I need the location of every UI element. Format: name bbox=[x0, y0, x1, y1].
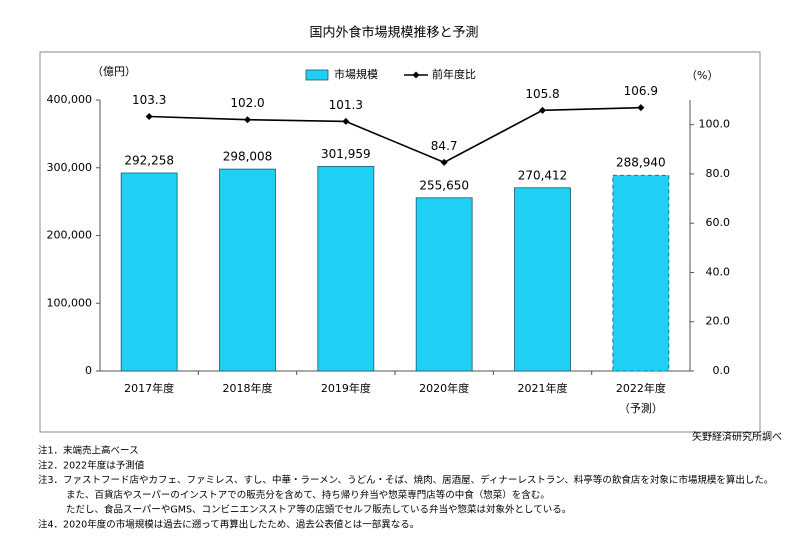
line-value-label: 103.3 bbox=[132, 93, 166, 107]
bar bbox=[514, 187, 571, 372]
y-tick-label: 200,000 bbox=[47, 229, 93, 242]
line-marker bbox=[637, 104, 645, 112]
bar bbox=[120, 172, 178, 372]
chart-title: 国内外食市場規模推移と予測 bbox=[309, 25, 478, 41]
x-tick-label: 2017年度 bbox=[124, 381, 174, 395]
x-tick-label: 2019年度 bbox=[321, 381, 371, 395]
bar bbox=[415, 197, 473, 372]
line-value-label: 106.9 bbox=[624, 84, 658, 98]
bar bbox=[612, 174, 670, 372]
line-marker bbox=[539, 106, 546, 114]
note: 注1．末端売上高ベース bbox=[38, 445, 139, 457]
note: ただし、食品スーパーやGMS、コンビニエンスストア等の店頭でセルフ販売している弁… bbox=[66, 504, 571, 516]
y-tick-label: 100,000 bbox=[47, 296, 93, 309]
y-unit: （億円） bbox=[92, 65, 136, 78]
chart-frame bbox=[39, 51, 761, 433]
y2-tick-label: 20.0 bbox=[706, 315, 731, 328]
bar-value-label: 270,412 bbox=[518, 168, 568, 182]
line bbox=[149, 106, 641, 164]
y2-tick-label: 60.0 bbox=[706, 216, 731, 229]
y-tick-label: 300,000 bbox=[47, 161, 93, 174]
x-tick-label: 2022年度 bbox=[616, 381, 666, 395]
bar-value-label: 301,959 bbox=[321, 147, 371, 161]
y2-tick-label: 80.0 bbox=[706, 167, 731, 180]
bar-value-label: 288,940 bbox=[616, 156, 666, 170]
line-value-label: 102.0 bbox=[230, 96, 264, 110]
line-value-label: 84.7 bbox=[431, 139, 458, 153]
note: 注2．2022年度は予測値 bbox=[38, 459, 145, 471]
line-value-label: 101.3 bbox=[329, 98, 363, 112]
bar-value-label: 255,650 bbox=[419, 178, 469, 192]
legend-marker bbox=[412, 71, 420, 79]
x-tick-label: 2021年度 bbox=[518, 381, 568, 395]
note: また、百貨店やスーパーのインストアでの販売分を含めて、持ち帰り弁当や惣菜専門店等… bbox=[66, 489, 550, 501]
y-tick-label: 400,000 bbox=[47, 93, 93, 106]
legend-swatch bbox=[305, 69, 329, 81]
x-tick-label: 2020年度 bbox=[419, 381, 469, 395]
y2-unit: （%） bbox=[686, 69, 718, 82]
y2-tick-label: 0.0 bbox=[713, 364, 731, 377]
category-note: （予測） bbox=[619, 401, 663, 415]
note: 注4．2020年度の市場規模は過去に遡って再算出したため、過去公表値とは一部異な… bbox=[38, 519, 419, 531]
line-marker bbox=[440, 158, 448, 166]
bar-value-label: 298,008 bbox=[223, 150, 273, 164]
line-marker bbox=[244, 116, 251, 124]
line-marker bbox=[145, 113, 153, 121]
source: 矢野経済研究所調べ bbox=[692, 430, 782, 443]
legend-label: 市場規模 bbox=[334, 67, 378, 81]
y2-tick-label: 100.0 bbox=[699, 118, 731, 131]
line-marker bbox=[342, 117, 350, 125]
bar bbox=[317, 166, 375, 372]
x-tick-label: 2018年度 bbox=[223, 381, 273, 395]
note: 注3．ファストフード店やカフェ、ファミレス、すし、中華・ラーメン、うどん・そば、… bbox=[38, 474, 773, 486]
bar bbox=[219, 168, 276, 372]
line-value-label: 105.8 bbox=[525, 87, 559, 101]
bar-value-label: 292,258 bbox=[124, 153, 174, 167]
legend-label: 前年度比 bbox=[432, 67, 476, 81]
y-tick-label: 0 bbox=[85, 364, 92, 377]
y2-tick-label: 40.0 bbox=[706, 265, 731, 278]
